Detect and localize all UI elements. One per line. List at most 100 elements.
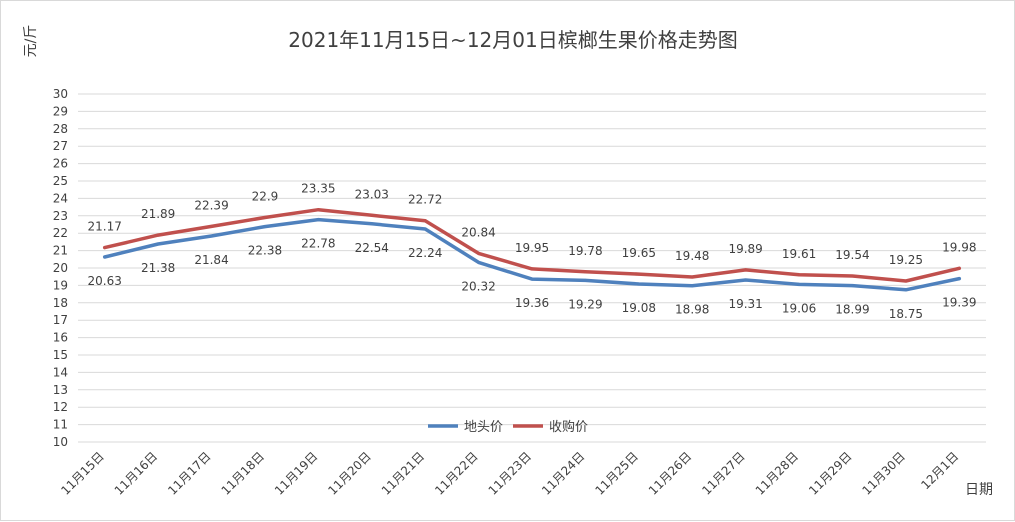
x-tick-label: 11月16日 bbox=[112, 449, 160, 497]
data-label-series-1: 22.39 bbox=[194, 198, 228, 212]
y-tick-label: 28 bbox=[53, 122, 68, 136]
data-label-series-0: 18.98 bbox=[675, 303, 709, 317]
data-point-series-0 bbox=[103, 255, 107, 259]
data-point-series-0 bbox=[423, 227, 427, 231]
x-tick-label: 11月24日 bbox=[539, 449, 587, 497]
data-label-series-1: 22.72 bbox=[408, 193, 442, 207]
data-point-series-0 bbox=[690, 284, 694, 288]
x-tick-label: 11月20日 bbox=[325, 449, 373, 497]
y-tick-label: 12 bbox=[53, 400, 68, 414]
y-tick-label: 14 bbox=[53, 365, 68, 379]
y-tick-label: 17 bbox=[53, 313, 68, 327]
data-point-series-1 bbox=[210, 224, 214, 228]
data-point-series-1 bbox=[370, 213, 374, 217]
data-point-series-0 bbox=[957, 277, 961, 281]
data-point-series-0 bbox=[904, 288, 908, 292]
data-point-series-1 bbox=[583, 270, 587, 274]
data-label-series-1: 19.48 bbox=[675, 249, 709, 263]
legend-label-series-1: 收购价 bbox=[549, 419, 588, 435]
chart-title: 2021年11月15日~12月01日槟榔生果价格走势图 bbox=[288, 28, 737, 52]
y-tick-label: 27 bbox=[53, 139, 68, 153]
data-label-series-0: 21.84 bbox=[194, 253, 228, 267]
data-label-series-0: 22.78 bbox=[301, 237, 335, 251]
x-tick-label: 11月15日 bbox=[58, 449, 106, 497]
x-tick-label: 11月25日 bbox=[592, 449, 640, 497]
x-tick-label: 11月19日 bbox=[272, 449, 320, 497]
data-label-series-1: 23.03 bbox=[355, 187, 389, 201]
data-label-series-0: 19.29 bbox=[568, 297, 602, 311]
data-point-series-1 bbox=[530, 267, 534, 271]
y-tick-label: 22 bbox=[53, 226, 68, 240]
x-tick-label: 11月29日 bbox=[806, 449, 854, 497]
y-tick-label: 29 bbox=[53, 104, 68, 118]
data-label-series-0: 20.63 bbox=[88, 274, 122, 288]
data-point-series-0 bbox=[370, 222, 374, 226]
data-label-series-0: 18.75 bbox=[889, 307, 923, 321]
data-point-series-1 bbox=[316, 208, 320, 212]
data-point-series-0 bbox=[530, 277, 534, 281]
data-point-series-0 bbox=[156, 242, 160, 246]
y-tick-label: 15 bbox=[53, 348, 68, 362]
x-tick-label: 11月23日 bbox=[486, 449, 534, 497]
data-label-series-0: 22.38 bbox=[248, 244, 282, 258]
data-point-series-1 bbox=[744, 268, 748, 272]
legend: 地头价 收购价 bbox=[428, 419, 588, 435]
data-label-series-1: 19.61 bbox=[782, 247, 816, 261]
x-tick-label: 11月18日 bbox=[219, 449, 267, 497]
data-point-series-0 bbox=[797, 282, 801, 286]
data-label-series-1: 20.84 bbox=[461, 225, 495, 239]
data-label-series-0: 21.38 bbox=[141, 261, 175, 275]
data-label-series-1: 19.54 bbox=[835, 248, 869, 262]
data-label-series-1: 21.89 bbox=[141, 207, 175, 221]
y-tick-label: 30 bbox=[53, 87, 68, 101]
data-label-series-1: 21.17 bbox=[88, 220, 122, 234]
y-tick-label: 13 bbox=[53, 383, 68, 397]
data-label-series-1: 19.65 bbox=[622, 246, 656, 260]
data-label-series-0: 19.08 bbox=[622, 301, 656, 315]
data-point-series-1 bbox=[904, 279, 908, 283]
x-tick-label: 11月28日 bbox=[753, 449, 801, 497]
data-point-series-1 bbox=[690, 275, 694, 279]
data-label-series-0: 18.99 bbox=[835, 303, 869, 317]
data-point-series-1 bbox=[103, 246, 107, 250]
y-tick-label: 18 bbox=[53, 296, 68, 310]
data-label-series-1: 19.95 bbox=[515, 241, 549, 255]
x-axis-ticks: 11月15日 11月16日 11月17日 11月18日 11月19日 11月20日 11月2… bbox=[58, 449, 961, 497]
data-point-series-0 bbox=[316, 218, 320, 222]
data-point-series-0 bbox=[210, 234, 214, 238]
data-point-series-0 bbox=[850, 284, 854, 288]
data-point-series-1 bbox=[156, 233, 160, 237]
y-tick-label: 16 bbox=[53, 331, 68, 345]
data-label-series-1: 23.35 bbox=[301, 182, 335, 196]
data-point-series-1 bbox=[957, 266, 961, 270]
data-point-series-1 bbox=[477, 251, 481, 255]
data-label-series-1: 19.78 bbox=[568, 244, 602, 258]
data-point-series-0 bbox=[583, 278, 587, 282]
y-axis-ticks: 10 11 12 13 14 15 16 17 18 19 20 21 22 23 24 25 26 27 28 29… bbox=[53, 87, 68, 449]
x-tick-label: 12月1日 bbox=[918, 449, 961, 492]
data-point-series-0 bbox=[744, 278, 748, 282]
data-point-series-0 bbox=[477, 260, 481, 264]
y-tick-label: 20 bbox=[53, 261, 68, 275]
data-label-series-0: 19.36 bbox=[515, 296, 549, 310]
data-labels: 20.63 21.38 21.84 22.38 22.78 22.54 22.24 20.32… bbox=[88, 182, 977, 321]
x-tick-label: 11月27日 bbox=[699, 449, 747, 497]
x-tick-label: 11月30日 bbox=[860, 449, 908, 497]
data-label-series-1: 22.9 bbox=[252, 190, 279, 204]
data-label-series-1: 19.89 bbox=[728, 242, 762, 256]
y-tick-label: 10 bbox=[53, 435, 68, 449]
x-tick-label: 11月21日 bbox=[379, 449, 427, 497]
x-axis-label: 日期 bbox=[965, 482, 993, 498]
grid-layer bbox=[78, 93, 986, 443]
data-label-series-0: 19.31 bbox=[728, 297, 762, 311]
data-point-series-1 bbox=[637, 272, 641, 276]
data-point-series-1 bbox=[797, 273, 801, 277]
data-label-series-0: 20.32 bbox=[461, 279, 495, 293]
y-axis-unit-label: 元/斤 bbox=[23, 25, 39, 58]
data-point-series-0 bbox=[637, 282, 641, 286]
y-tick-label: 11 bbox=[53, 418, 68, 432]
data-point-series-1 bbox=[850, 274, 854, 278]
data-label-series-0: 22.54 bbox=[355, 241, 389, 255]
y-tick-label: 26 bbox=[53, 157, 68, 171]
